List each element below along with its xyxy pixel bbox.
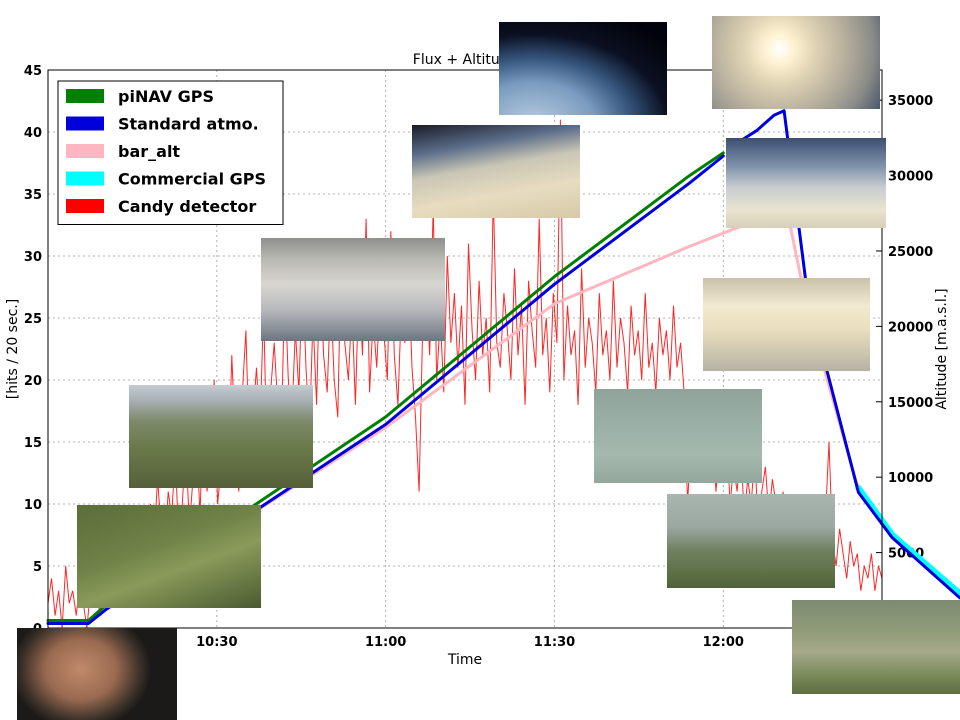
series-commercial-gps-line [855,484,960,597]
y-tick-left-label: 15 [24,436,42,451]
y-tick-left-label: 25 [24,312,42,327]
photo-foggy-field [667,494,835,588]
legend-entry-label: Standard atmo. [118,115,259,134]
y-tick-right-label: 15000 [888,396,933,411]
x-tick-label: 10:30 [196,635,237,650]
legend-swatch [66,89,104,103]
legend-entry-label: bar_alt [118,142,180,161]
legend-swatch [66,199,104,213]
y-tick-left-label: 10 [24,498,42,513]
x-tick-label: 11:30 [534,635,575,650]
legend-swatch [66,116,104,131]
photo-cloud-layer-cables [703,278,870,371]
photo-fog-descent [594,389,762,483]
y-tick-left-label: 20 [24,374,42,389]
y-tick-left-label: 5 [33,560,42,575]
photo-countryside-aerial [129,385,313,488]
y-tick-left-label: 45 [24,64,42,79]
legend-entry-label: Candy detector [118,197,256,216]
y-tick-right-label: 35000 [888,94,933,109]
x-tick-label: 12:00 [703,635,744,650]
photo-landing-grass [792,600,960,694]
legend-entry-label: piNAV GPS [118,87,214,106]
chart-title: Flux + Altitude [413,52,517,68]
photo-clouds-above [261,238,445,341]
y-tick-left-label: 40 [24,126,42,141]
photo-selfie [17,628,177,720]
y-axis-right-label: Altitude [m.a.s.l.] [934,288,950,409]
y-axis-left-label: [hits / 20 sec.] [5,299,21,399]
x-tick-label: 11:00 [365,635,406,650]
legend-entry-label: Commercial GPS [118,170,266,189]
y-tick-right-label: 10000 [888,471,933,486]
y-tick-left-label: 30 [24,250,42,265]
legend-swatch [66,144,104,158]
y-tick-right-label: 25000 [888,245,933,260]
photo-earth-horizon-flare [412,125,580,218]
y-tick-right-label: 30000 [888,170,933,185]
series-standard-atmo--line [46,154,725,625]
legend-swatch [66,171,104,186]
plot-frame [47,69,883,629]
photo-earth-sun-flare [712,16,880,109]
photo-sky-cable-view [726,138,886,228]
x-axis-label: Time [447,652,482,668]
photo-earth-curvature-space [499,22,667,115]
y-tick-left-label: 35 [24,188,42,203]
y-tick-right-label: 20000 [888,320,933,335]
photo-launch-team [77,505,261,608]
series-pinav-gps-line [46,151,725,622]
